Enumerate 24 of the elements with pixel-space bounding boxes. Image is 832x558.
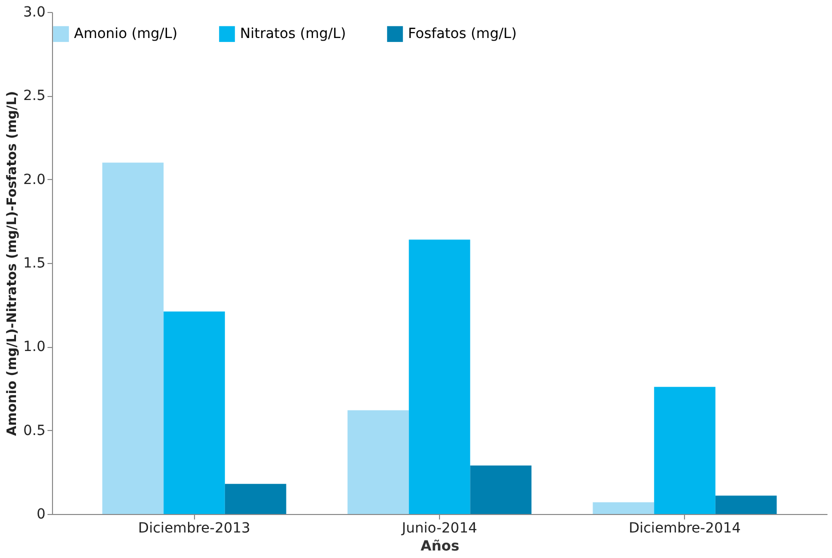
y-tick-label: 3.0 <box>23 4 46 20</box>
bar <box>164 312 225 514</box>
x-tick-label: Diciembre-2014 <box>628 520 741 536</box>
legend-label: Fosfatos (mg/L) <box>408 26 517 42</box>
bar <box>102 162 164 514</box>
x-axis-title: Años <box>420 538 460 554</box>
y-tick-label: 2.5 <box>23 88 46 104</box>
bar <box>654 386 716 514</box>
y-tick-label: 0 <box>36 506 46 522</box>
y-tick-label: 1.0 <box>23 339 46 356</box>
bar <box>408 240 470 514</box>
bar <box>592 502 654 514</box>
x-tick-label: Junio-2014 <box>400 520 478 536</box>
y-axis-title: Amonio (mg/L)-Nitratos (mg/L)-Fosfatos (mg/L) <box>5 91 20 436</box>
bar <box>470 465 532 514</box>
legend-label: Nitratos (mg/L) <box>240 26 346 42</box>
y-tick-label: 1.5 <box>23 256 46 272</box>
y-tick-label: 0.5 <box>23 422 46 439</box>
y-tick-label: 2.0 <box>23 172 46 188</box>
bar <box>715 496 777 514</box>
legend-label: Amonio (mg/L) <box>74 26 178 42</box>
bar <box>224 484 286 514</box>
bar <box>348 410 409 514</box>
x-tick-label: Diciembre-2013 <box>138 520 250 536</box>
